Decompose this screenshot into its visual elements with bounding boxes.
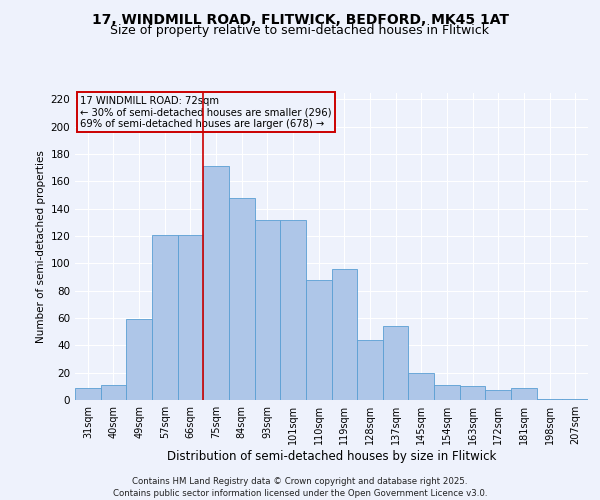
Bar (229, 198, 254, 400)
Bar (485, 390, 511, 400)
Bar (75, 388, 101, 400)
Bar (562, 398, 588, 400)
Bar (460, 386, 485, 400)
Text: Contains HM Land Registry data © Crown copyright and database right 2025.
Contai: Contains HM Land Registry data © Crown c… (113, 476, 487, 498)
Bar (254, 220, 280, 400)
Bar (434, 385, 460, 400)
Bar (306, 280, 331, 400)
Bar (357, 340, 383, 400)
Bar (203, 166, 229, 400)
X-axis label: Distribution of semi-detached houses by size in Flitwick: Distribution of semi-detached houses by … (167, 450, 496, 463)
Bar (537, 398, 562, 400)
Text: 17 WINDMILL ROAD: 72sqm
← 30% of semi-detached houses are smaller (296)
69% of s: 17 WINDMILL ROAD: 72sqm ← 30% of semi-de… (80, 96, 332, 129)
Bar (383, 326, 409, 400)
Bar (280, 220, 306, 400)
Bar (331, 269, 357, 400)
Bar (409, 372, 434, 400)
Text: 17, WINDMILL ROAD, FLITWICK, BEDFORD, MK45 1AT: 17, WINDMILL ROAD, FLITWICK, BEDFORD, MK… (91, 12, 509, 26)
Bar (152, 234, 178, 400)
Bar (178, 234, 203, 400)
Bar (511, 388, 537, 400)
Text: Size of property relative to semi-detached houses in Flitwick: Size of property relative to semi-detach… (110, 24, 490, 37)
Bar (127, 320, 152, 400)
Bar (101, 385, 127, 400)
Y-axis label: Number of semi-detached properties: Number of semi-detached properties (36, 150, 46, 342)
